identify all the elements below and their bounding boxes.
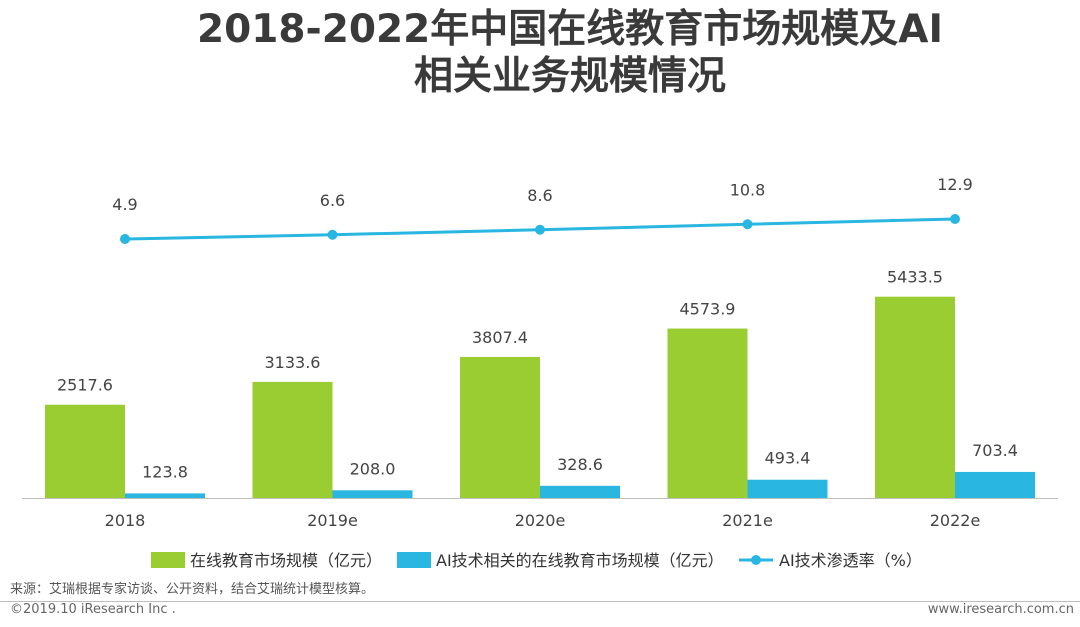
- data-label-online-education-2021e: 4573.9: [680, 300, 736, 319]
- bar-online-education-2019e: [252, 381, 333, 498]
- data-label-ai-education-2018: 123.8: [142, 462, 188, 481]
- point-ai-penetration-2018: [120, 234, 130, 244]
- chart-title-line-2: 相关业务规模情况: [413, 54, 726, 99]
- point-ai-penetration-2021e: [742, 219, 753, 230]
- data-label-online-education-2020e: 3807.4: [472, 328, 528, 347]
- legend-swatch-online-education: [151, 552, 185, 568]
- x-tick-label-2020e: 2020e: [515, 511, 566, 530]
- data-label-ai-education-2019e: 208.0: [350, 459, 396, 478]
- legend-label-online-education: 在线教育市场规模（亿元）: [190, 551, 382, 570]
- x-tick-label-2019e: 2019e: [307, 511, 358, 530]
- data-label-ai-penetration-2018: 4.9: [112, 195, 137, 214]
- data-label-online-education-2022e: 5433.5: [887, 268, 943, 287]
- legend-swatch-ai-penetration-point: [751, 555, 761, 565]
- data-label-ai-education-2020e: 328.6: [557, 455, 603, 474]
- point-ai-penetration-2020e: [535, 224, 545, 235]
- bar-online-education-2021e: [667, 328, 748, 498]
- website-link[interactable]: www.iresearch.com.cn: [927, 602, 1074, 617]
- bar-ai-education-2020e: [540, 485, 620, 498]
- data-label-ai-penetration-2019e: 6.6: [320, 191, 345, 210]
- x-tick-label-2018: 2018: [105, 511, 146, 530]
- copyright-text: ©2019.10 iResearch Inc .: [10, 602, 176, 617]
- point-ai-penetration-2022e: [950, 214, 960, 224]
- x-tick-label-2021e: 2021e: [722, 511, 773, 530]
- legend-label-ai-education: AI技术相关的在线教育市场规模（亿元）: [436, 551, 724, 570]
- data-label-ai-penetration-2021e: 10.8: [730, 180, 766, 199]
- bar-online-education-2020e: [460, 356, 540, 498]
- data-label-ai-education-2022e: 703.4: [972, 441, 1018, 460]
- bar-online-education-2018: [45, 404, 125, 498]
- x-tick-label-2022e: 2022e: [930, 511, 981, 530]
- bar-ai-education-2019e: [332, 490, 413, 498]
- legend-label-ai-penetration: AI技术渗透率（%）: [779, 551, 922, 570]
- bar-ai-education-2021e: [747, 479, 828, 498]
- point-ai-penetration-2019e: [327, 229, 338, 240]
- data-label-online-education-2019e: 3133.6: [265, 353, 321, 372]
- footer-divider: [0, 601, 1080, 602]
- data-label-ai-penetration-2022e: 12.9: [937, 175, 973, 194]
- data-label-ai-penetration-2020e: 8.6: [527, 186, 552, 205]
- source-note: 来源：艾瑞根据专家访谈、公开资料，结合艾瑞统计模型核算。: [10, 582, 375, 597]
- data-label-online-education-2018: 2517.6: [57, 376, 113, 395]
- bar-ai-education-2022e: [955, 471, 1035, 498]
- bar-online-education-2022e: [875, 296, 955, 498]
- chart-title-line-1: 2018-2022年中国在线教育市场规模及AI: [197, 7, 943, 52]
- legend-swatch-ai-education: [397, 552, 431, 568]
- bar-ai-education-2018: [125, 493, 205, 498]
- data-label-ai-education-2021e: 493.4: [765, 449, 811, 468]
- chart-title: 2018-2022年中国在线教育市场规模及AI 相关业务规模情况: [0, 6, 1080, 100]
